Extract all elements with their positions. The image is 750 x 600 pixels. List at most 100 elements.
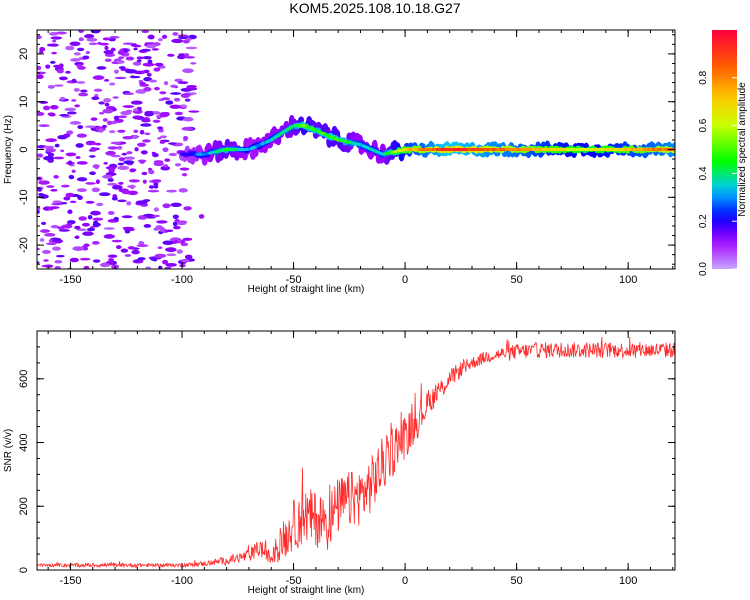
noise-speckle	[163, 81, 169, 86]
snr-series-line	[37, 336, 675, 569]
noise-speckle	[179, 167, 190, 171]
noise-speckle	[96, 66, 107, 70]
noise-speckle	[154, 86, 160, 91]
noise-speckle	[51, 202, 63, 206]
noise-speckle	[174, 78, 183, 83]
noise-speckle	[153, 184, 159, 189]
noise-speckle	[184, 98, 191, 102]
noise-speckle	[50, 104, 59, 110]
noise-speckle	[53, 156, 65, 160]
noise-speckle	[75, 156, 81, 159]
noise-speckle	[99, 42, 110, 46]
noise-speckle	[41, 221, 47, 225]
noise-speckle	[118, 56, 125, 59]
noise-speckle	[78, 37, 84, 42]
noise-speckle	[137, 142, 147, 147]
noise-speckle	[145, 266, 151, 269]
noise-speckle	[121, 215, 133, 219]
x-tick-label: 50	[510, 274, 522, 286]
noise-speckle	[53, 237, 62, 242]
noise-speckle	[165, 262, 177, 267]
noise-speckle	[85, 200, 95, 204]
noise-speckle	[108, 37, 116, 42]
noise-speckle	[141, 30, 150, 33]
y-tick-label: 200	[18, 497, 30, 515]
noise-speckle	[166, 189, 178, 193]
noise-speckle	[168, 152, 178, 157]
x-tick-label: -100	[171, 575, 193, 587]
noise-speckle	[103, 162, 108, 165]
noise-speckle	[37, 35, 42, 40]
noise-speckle	[98, 101, 105, 105]
noise-speckle	[111, 239, 123, 243]
noise-speckle	[37, 247, 40, 251]
noise-speckle	[146, 72, 152, 77]
noise-speckle	[122, 105, 135, 108]
noise-speckle	[135, 200, 148, 205]
noise-speckle	[122, 226, 134, 230]
noise-speckle	[79, 257, 91, 261]
noise-speckle	[82, 55, 90, 60]
noise-speckle	[91, 96, 100, 101]
noise-speckle	[109, 36, 120, 39]
noise-speckle	[65, 45, 75, 51]
noise-speckle	[182, 116, 194, 122]
noise-speckle	[116, 245, 122, 250]
noise-speckle	[92, 75, 105, 80]
noise-speckle	[122, 42, 135, 45]
noise-speckle	[183, 135, 188, 141]
noise-speckle	[83, 265, 90, 269]
noise-speckle	[152, 153, 159, 158]
noise-speckle	[71, 169, 76, 173]
noise-speckle	[92, 259, 101, 263]
noise-speckle	[69, 121, 82, 125]
noise-speckle	[157, 246, 163, 250]
noise-speckle	[131, 249, 140, 255]
noise-speckle	[146, 44, 157, 49]
noise-speckle	[198, 214, 205, 219]
noise-speckle	[82, 231, 94, 236]
noise-speckle	[113, 115, 120, 121]
noise-speckle	[69, 41, 81, 47]
noise-speckle	[45, 138, 58, 143]
noise-speckle	[112, 96, 119, 99]
x-tick-label: 0	[402, 274, 408, 286]
noise-speckle	[117, 50, 125, 55]
noise-speckle	[172, 214, 179, 220]
noise-speckle	[185, 37, 192, 42]
noise-speckle	[153, 182, 159, 186]
noise-speckle	[107, 254, 118, 258]
noise-speckle	[117, 165, 130, 171]
colorbar-tick-label: 0.8	[698, 70, 709, 84]
noise-speckle	[171, 38, 184, 44]
noise-speckle	[58, 229, 71, 232]
noise-speckle	[105, 150, 116, 156]
noise-speckle	[47, 84, 55, 89]
chart-title: KOM5.2025.108.10.18.G27	[289, 0, 461, 16]
y-tick-label: 600	[18, 370, 30, 388]
noise-speckle	[148, 169, 155, 175]
noise-speckle	[180, 258, 190, 263]
noise-speckle	[107, 178, 114, 182]
noise-speckle	[111, 184, 123, 190]
noise-speckle	[153, 161, 164, 167]
noise-speckle	[48, 31, 59, 36]
noise-speckle	[147, 59, 153, 64]
noise-speckle	[45, 148, 56, 153]
noise-speckle	[91, 241, 100, 245]
noise-speckle	[117, 129, 126, 133]
noise-speckle	[159, 140, 166, 144]
noise-speckle	[85, 182, 96, 185]
noise-speckle	[90, 117, 98, 121]
noise-speckle	[81, 222, 90, 227]
noise-speckle	[38, 194, 49, 199]
noise-speckle	[37, 74, 44, 80]
noise-speckle	[109, 82, 116, 86]
noise-speckle	[48, 43, 59, 47]
colorbar-tick-label: 0.4	[698, 166, 709, 180]
noise-speckle	[142, 62, 155, 67]
noise-speckle	[102, 118, 108, 122]
noise-speckle	[162, 147, 169, 153]
noise-speckle	[166, 253, 177, 257]
noise-speckle	[42, 105, 51, 111]
